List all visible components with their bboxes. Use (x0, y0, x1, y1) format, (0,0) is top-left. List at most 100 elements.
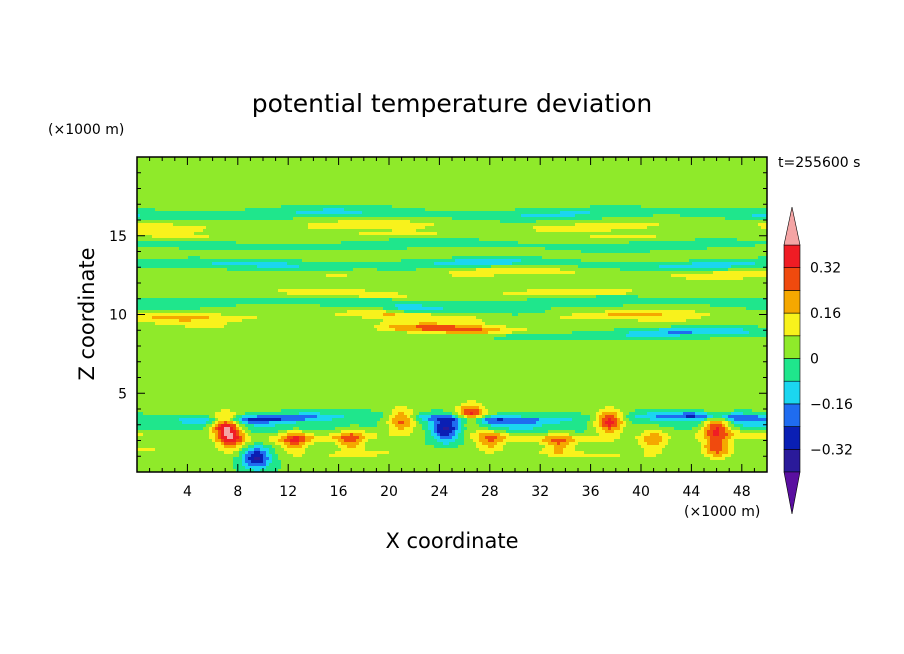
field-cell (605, 214, 609, 218)
field-cell (353, 226, 357, 230)
field-cell (419, 226, 423, 230)
field-cell (530, 211, 534, 215)
field-cell (668, 160, 672, 164)
field-cell (590, 157, 594, 161)
field-cell (308, 226, 312, 230)
field-cell (362, 184, 366, 188)
field-cell (188, 187, 192, 191)
field-cell (203, 178, 207, 182)
field-cell (137, 157, 141, 161)
field-cell (542, 190, 546, 194)
field-cell (203, 163, 207, 167)
field-cell (458, 202, 462, 206)
field-cell (452, 193, 456, 197)
field-cell (539, 199, 543, 203)
field-cell (410, 175, 414, 179)
field-cell (365, 199, 369, 203)
field-cell (485, 193, 489, 197)
field-cell (401, 163, 405, 167)
field-cell (326, 202, 330, 206)
field-cell (734, 187, 738, 191)
field-cell (530, 160, 534, 164)
field-cell (254, 172, 258, 176)
field-cell (383, 193, 387, 197)
field-cell (593, 217, 597, 221)
field-cell (137, 226, 141, 230)
field-cell (350, 202, 354, 206)
field-cell (317, 184, 321, 188)
field-cell (398, 184, 402, 188)
field-cell (641, 163, 645, 167)
field-cell (239, 166, 243, 170)
field-cell (245, 166, 249, 170)
field-cell (401, 214, 405, 218)
field-cell (629, 172, 633, 176)
field-cell (587, 169, 591, 173)
field-cell (530, 223, 534, 227)
field-cell (521, 202, 525, 206)
field-cell (374, 199, 378, 203)
field-cell (170, 169, 174, 173)
field-cell (326, 217, 330, 221)
field-cell (374, 187, 378, 191)
field-cell (761, 217, 765, 221)
field-cell (677, 184, 681, 188)
field-cell (299, 175, 303, 179)
field-cell (662, 163, 666, 167)
field-cell (740, 211, 744, 215)
field-cell (413, 211, 417, 215)
field-cell (680, 160, 684, 164)
field-cell (293, 187, 297, 191)
field-cell (437, 172, 441, 176)
field-cell (710, 211, 714, 215)
field-cell (683, 175, 687, 179)
field-cell (620, 226, 624, 230)
field-cell (590, 202, 594, 206)
field-cell (284, 202, 288, 206)
field-cell (533, 172, 537, 176)
field-cell (167, 202, 171, 206)
field-cell (395, 163, 399, 167)
field-cell (326, 193, 330, 197)
field-cell (668, 214, 672, 218)
field-cell (464, 193, 468, 197)
field-cell (191, 226, 195, 230)
field-cell (650, 190, 654, 194)
field-cell (401, 184, 405, 188)
field-cell (626, 187, 630, 191)
field-cell (539, 163, 543, 167)
field-cell (224, 214, 228, 218)
field-cell (407, 184, 411, 188)
field-cell (509, 223, 513, 227)
field-cell (533, 217, 537, 221)
field-cell (578, 187, 582, 191)
field-cell (296, 220, 300, 224)
field-cell (614, 217, 618, 221)
field-cell (269, 223, 273, 227)
field-cell (707, 214, 711, 218)
field-cell (140, 160, 144, 164)
field-cell (224, 166, 228, 170)
field-cell (446, 157, 450, 161)
field-cell (416, 181, 420, 185)
field-cell (260, 226, 264, 230)
field-cell (443, 184, 447, 188)
field-cell (452, 181, 456, 185)
field-cell (578, 172, 582, 176)
field-cell (188, 166, 192, 170)
field-cell (509, 187, 513, 191)
field-cell (671, 172, 675, 176)
field-cell (203, 181, 207, 185)
field-cell (764, 217, 767, 221)
field-cell (347, 226, 351, 230)
field-cell (260, 166, 264, 170)
field-cell (140, 226, 144, 230)
field-cell (740, 208, 744, 212)
field-cell (470, 223, 474, 227)
field-cell (500, 202, 504, 206)
field-cell (167, 217, 171, 221)
field-cell (203, 187, 207, 191)
field-cell (551, 181, 555, 185)
field-cell (278, 202, 282, 206)
field-cell (581, 172, 585, 176)
